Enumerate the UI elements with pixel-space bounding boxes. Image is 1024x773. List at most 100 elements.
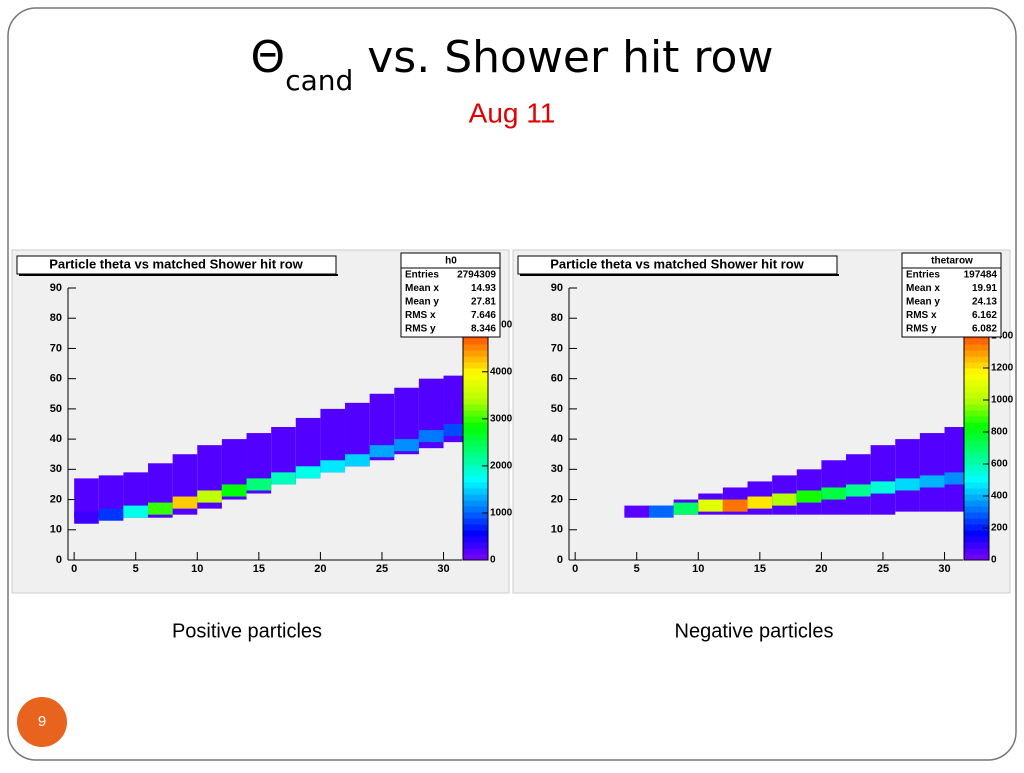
colorbar-step [463, 404, 488, 411]
envelope-cell [870, 445, 896, 515]
stats-label: RMS x [906, 310, 937, 321]
y-tick-label: 30 [50, 463, 62, 475]
z-tick-label: 1400 [991, 331, 1014, 342]
colorbar-step [964, 512, 989, 519]
colorbar-step [463, 446, 488, 453]
x-tick-label: 15 [754, 563, 766, 575]
ridge-cell [747, 496, 773, 509]
colorbar-step [463, 542, 488, 549]
y-tick-label: 70 [50, 342, 62, 354]
colorbar-step [463, 500, 488, 507]
ridge-cell [172, 496, 198, 509]
ridge-cell [673, 502, 699, 515]
x-tick-label: 0 [572, 563, 578, 575]
y-tick-label: 20 [551, 493, 563, 505]
colorbar-step [964, 524, 989, 531]
stats-label: Mean x [906, 283, 940, 294]
colorbar-step [964, 338, 989, 345]
page-number: 9 [38, 713, 46, 730]
colorbar-step [463, 368, 488, 375]
colorbar-step [964, 476, 989, 483]
y-tick-label: 80 [50, 312, 62, 324]
ridge-cell [345, 454, 370, 467]
colorbar-step [964, 542, 989, 549]
stats-label: RMS y [405, 324, 436, 335]
colorbar-step [463, 362, 488, 369]
colorbar-step [964, 404, 989, 411]
colorbar-step [964, 350, 989, 357]
x-tick-label: 20 [314, 563, 326, 575]
colorbar-step [463, 464, 488, 471]
colorbar-step [463, 338, 488, 345]
colorbar-step [964, 536, 989, 543]
colorbar-step [964, 428, 989, 435]
ridge-cell [123, 505, 149, 518]
colorbar-step [964, 464, 989, 471]
stats-value: 6.082 [972, 324, 997, 335]
colorbar-step [964, 530, 989, 537]
colorbar-step [463, 512, 488, 519]
ridge-cell [394, 439, 419, 452]
colorbar-step [964, 440, 989, 447]
ridge-cell [197, 490, 222, 503]
colorbar-step [964, 392, 989, 399]
colorbar-step [463, 458, 488, 465]
colorbar-step [964, 470, 989, 477]
stats-box [400, 252, 501, 338]
y-tick-label: 50 [50, 403, 62, 415]
stats-label: Entries [906, 270, 940, 281]
y-tick-label: 40 [50, 433, 62, 445]
colorbar-step [463, 374, 488, 381]
caption: Negative particles [675, 620, 834, 642]
colorbar-step [463, 398, 488, 405]
stats-value: 19.91 [972, 283, 997, 294]
z-tick-label: 1200 [991, 363, 1014, 374]
colorbar-step [463, 344, 488, 351]
x-tick-label: 0 [71, 563, 77, 575]
ridge-cell [796, 490, 822, 503]
colorbar-step [463, 494, 488, 501]
colorbar-step [463, 518, 488, 525]
envelope-cell [74, 478, 99, 518]
colorbar-step [964, 554, 989, 561]
colorbar-step [964, 344, 989, 351]
colorbar-step [964, 452, 989, 459]
y-tick-label: 20 [50, 493, 62, 505]
ridge-cell [944, 472, 970, 485]
colorbar-step [964, 488, 989, 495]
colorbar-step [463, 356, 488, 363]
stats-label: RMS y [906, 324, 937, 335]
colorbar-step [463, 380, 488, 387]
y-tick-label: 40 [551, 433, 563, 445]
ridge-cell [320, 460, 346, 473]
z-tick-label: 1000 [991, 395, 1014, 406]
ridge-cell [369, 445, 395, 458]
colorbar-step [463, 530, 488, 537]
ridge-cell [772, 493, 797, 506]
z-tick-label: 0 [490, 555, 496, 566]
colorbar-step [964, 434, 989, 441]
chart-title: Particle theta vs matched Shower hit row [49, 256, 303, 271]
y-tick-label: 90 [50, 282, 62, 294]
stats-value: 27.81 [471, 297, 496, 308]
y-tick-label: 50 [551, 403, 563, 415]
x-tick-label: 25 [376, 563, 388, 575]
y-tick-label: 10 [551, 524, 563, 536]
colorbar-step [463, 386, 488, 393]
x-tick-label: 5 [133, 563, 139, 575]
z-tick-label: 800 [991, 427, 1008, 438]
colorbar-step [964, 416, 989, 423]
stats-name: h0 [445, 256, 457, 267]
envelope-cell [895, 439, 920, 512]
colorbar-step [463, 428, 488, 435]
stats-name: thetarow [931, 256, 973, 267]
colorbar-step [463, 548, 488, 555]
stats-value: 24.13 [972, 297, 997, 308]
envelope-cell [919, 433, 945, 512]
colorbar-step [463, 392, 488, 399]
stats-value: 8.346 [471, 324, 496, 335]
y-tick-label: 10 [50, 524, 62, 536]
z-tick-label: 2000 [490, 461, 513, 472]
z-tick-label: 4000 [490, 366, 513, 377]
z-tick-label: 1000 [490, 508, 513, 519]
